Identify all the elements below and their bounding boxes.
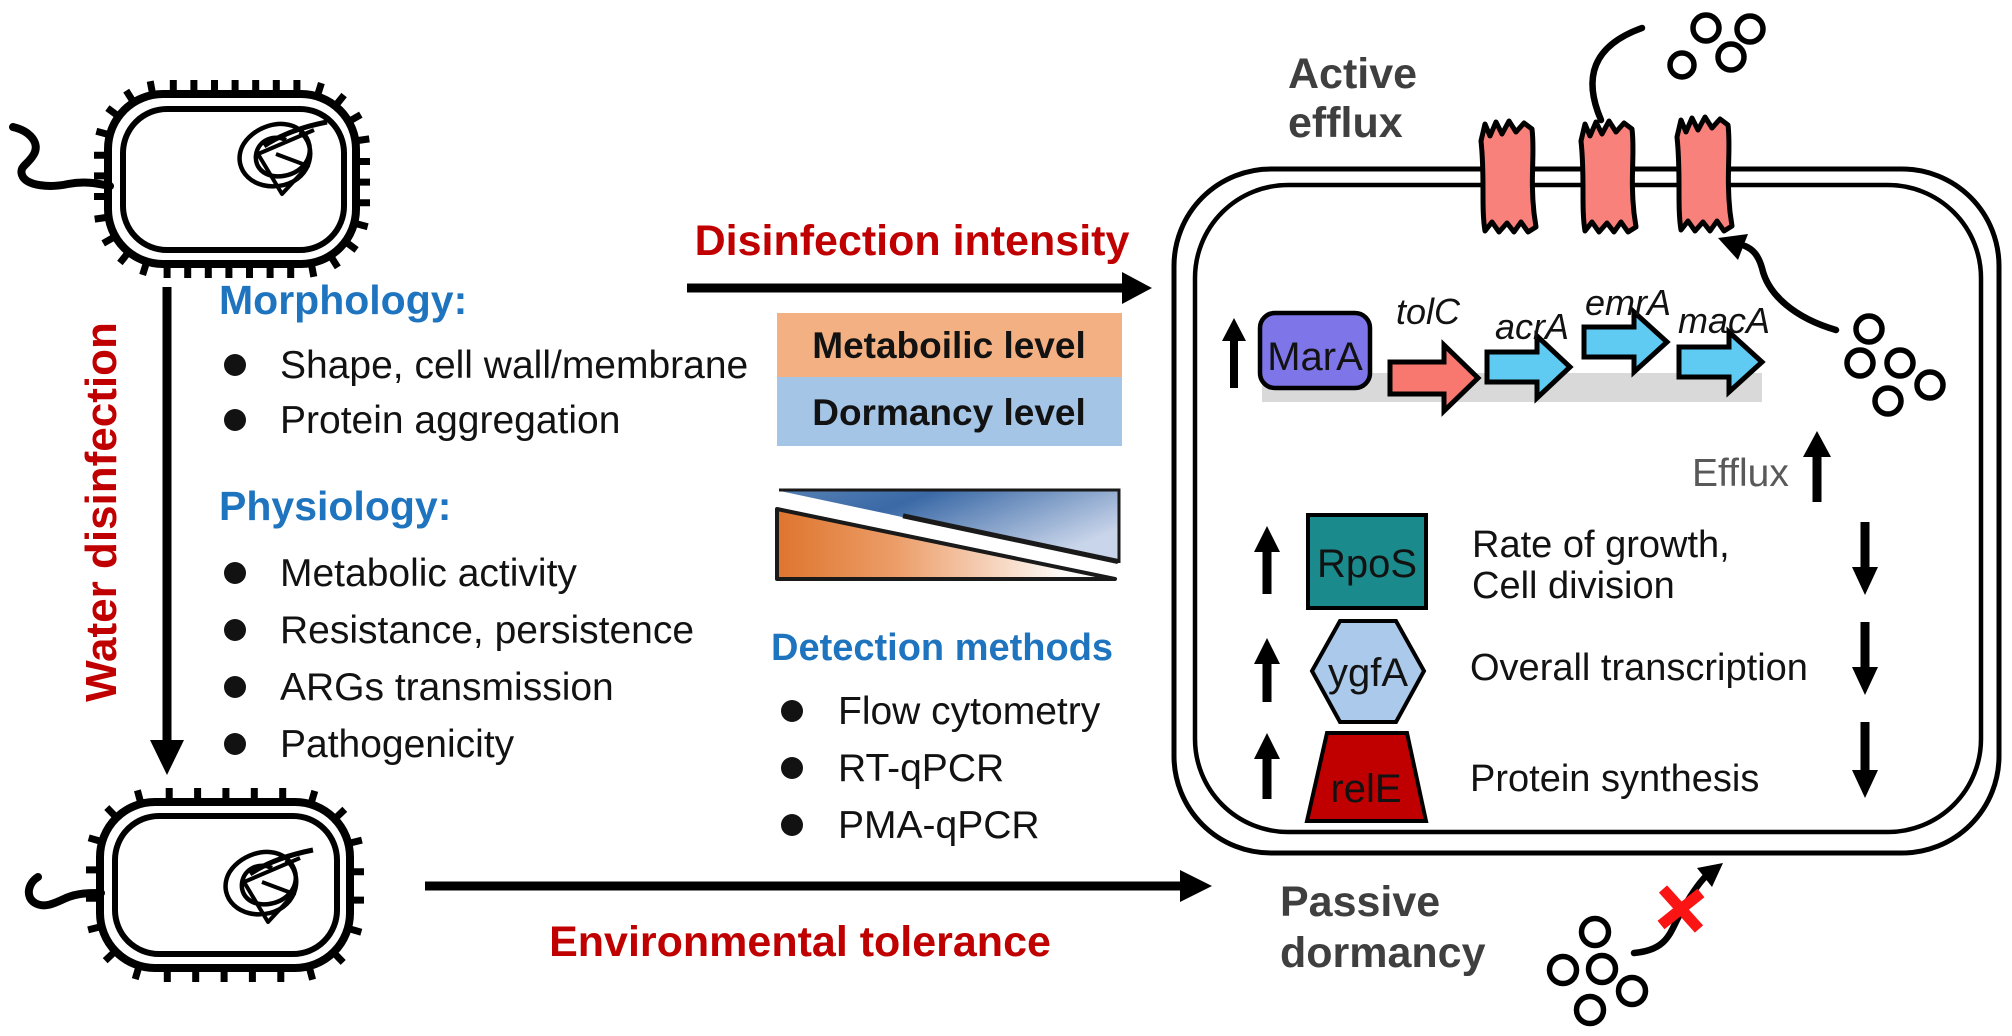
svg-text:MarA: MarA bbox=[1267, 335, 1363, 379]
svg-text:Environmental tolerance: Environmental tolerance bbox=[549, 918, 1051, 966]
svg-text:Rate of growth,: Rate of growth, bbox=[1472, 524, 1730, 566]
svg-text:ygfA: ygfA bbox=[1328, 651, 1408, 695]
svg-text:Dormancy level: Dormancy level bbox=[812, 392, 1086, 433]
svg-text:tolC: tolC bbox=[1396, 291, 1461, 332]
svg-text:Resistance, persistence: Resistance, persistence bbox=[280, 609, 694, 652]
svg-text:Pathogenicity: Pathogenicity bbox=[280, 723, 515, 766]
svg-text:Passive: Passive bbox=[1280, 878, 1440, 926]
svg-text:dormancy: dormancy bbox=[1280, 929, 1486, 977]
svg-text:Disinfection intensity: Disinfection intensity bbox=[695, 217, 1130, 265]
svg-text:Flow cytometry: Flow cytometry bbox=[838, 690, 1101, 733]
svg-text:Physiology:: Physiology: bbox=[219, 483, 451, 529]
svg-text:Efflux: Efflux bbox=[1692, 452, 1789, 495]
svg-text:macA: macA bbox=[1678, 300, 1770, 341]
svg-text:Active: Active bbox=[1288, 50, 1417, 98]
svg-text:Protein synthesis: Protein synthesis bbox=[1470, 758, 1759, 800]
svg-text:Overall transcription: Overall transcription bbox=[1470, 647, 1808, 689]
svg-text:Protein aggregation: Protein aggregation bbox=[280, 399, 620, 442]
svg-text:ARGs transmission: ARGs transmission bbox=[280, 666, 614, 709]
svg-text:emrA: emrA bbox=[1585, 282, 1671, 323]
svg-text:Water disinfection: Water disinfection bbox=[77, 322, 126, 702]
svg-text:Metabolic activity: Metabolic activity bbox=[280, 552, 577, 595]
svg-text:Cell division: Cell division bbox=[1472, 565, 1675, 607]
svg-text:Metaboilic level: Metaboilic level bbox=[812, 325, 1086, 366]
svg-text:acrA: acrA bbox=[1495, 306, 1569, 347]
svg-text:relE: relE bbox=[1330, 767, 1401, 811]
svg-text:RpoS: RpoS bbox=[1317, 542, 1417, 586]
svg-text:RT-qPCR: RT-qPCR bbox=[838, 747, 1004, 790]
svg-text:Morphology:: Morphology: bbox=[219, 277, 467, 323]
svg-text:Detection methods: Detection methods bbox=[771, 627, 1113, 669]
svg-text:PMA-qPCR: PMA-qPCR bbox=[838, 804, 1040, 847]
svg-text:Shape, cell wall/membrane: Shape, cell wall/membrane bbox=[280, 344, 748, 387]
svg-text:efflux: efflux bbox=[1288, 99, 1403, 147]
